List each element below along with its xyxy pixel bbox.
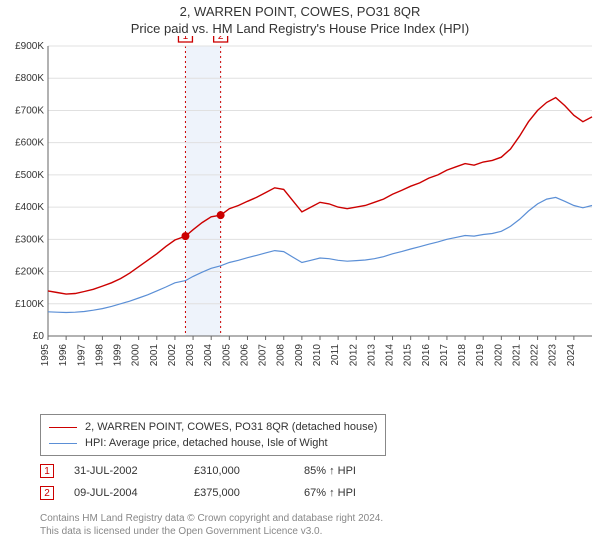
- sale-marker-box: 2: [40, 486, 54, 500]
- svg-text:2021: 2021: [511, 344, 522, 367]
- sale-row: 1 31-JUL-2002£310,00085% ↑ HPI: [40, 460, 424, 482]
- sale-marker-box: 1: [40, 464, 54, 478]
- svg-text:2000: 2000: [131, 344, 142, 367]
- svg-text:2023: 2023: [548, 344, 559, 367]
- svg-text:2007: 2007: [258, 344, 269, 367]
- sale-hpi: 67% ↑ HPI: [304, 487, 424, 499]
- svg-text:2011: 2011: [330, 344, 341, 366]
- svg-text:£200K: £200K: [15, 267, 44, 278]
- sale-row: 2 09-JUL-2004£375,00067% ↑ HPI: [40, 482, 424, 504]
- legend-item: HPI: Average price, detached house, Isle…: [49, 435, 377, 451]
- svg-text:1995: 1995: [40, 344, 51, 367]
- svg-text:£100K: £100K: [15, 299, 44, 310]
- svg-text:£0: £0: [33, 331, 45, 342]
- svg-text:2024: 2024: [566, 344, 577, 367]
- svg-text:2006: 2006: [239, 344, 250, 367]
- svg-text:2010: 2010: [312, 344, 323, 367]
- footer-line-2: This data is licensed under the Open Gov…: [40, 525, 383, 538]
- legend-item: 2, WARREN POINT, COWES, PO31 8QR (detach…: [49, 419, 377, 435]
- chart-titles: 2, WARREN POINT, COWES, PO31 8QR Price p…: [0, 0, 600, 36]
- legend-swatch: [49, 427, 77, 428]
- legend: 2, WARREN POINT, COWES, PO31 8QR (detach…: [40, 414, 386, 456]
- chart-subtitle: Price paid vs. HM Land Registry's House …: [0, 21, 600, 36]
- svg-text:2004: 2004: [203, 344, 214, 367]
- footer-attribution: Contains HM Land Registry data © Crown c…: [40, 512, 383, 538]
- svg-text:2020: 2020: [493, 344, 504, 367]
- legend-label: HPI: Average price, detached house, Isle…: [85, 437, 328, 449]
- svg-text:£900K: £900K: [15, 41, 44, 52]
- chart-title: 2, WARREN POINT, COWES, PO31 8QR: [0, 4, 600, 19]
- svg-text:2015: 2015: [403, 344, 414, 367]
- footer-line-1: Contains HM Land Registry data © Crown c…: [40, 512, 383, 525]
- svg-text:2009: 2009: [294, 344, 305, 367]
- svg-text:2: 2: [218, 36, 224, 42]
- svg-text:2003: 2003: [185, 344, 196, 367]
- svg-text:2013: 2013: [366, 344, 377, 367]
- svg-text:£600K: £600K: [15, 138, 44, 149]
- svg-text:£700K: £700K: [15, 105, 44, 116]
- legend-label: 2, WARREN POINT, COWES, PO31 8QR (detach…: [85, 421, 377, 433]
- svg-text:£400K: £400K: [15, 202, 44, 213]
- svg-text:1: 1: [183, 36, 189, 42]
- svg-text:2005: 2005: [221, 344, 232, 367]
- svg-text:£300K: £300K: [15, 234, 44, 245]
- svg-text:1999: 1999: [113, 344, 124, 367]
- svg-text:2014: 2014: [385, 344, 396, 367]
- sales-table: 1 31-JUL-2002£310,00085% ↑ HPI 2 09-JUL-200…: [40, 460, 424, 504]
- sale-price: £310,000: [194, 465, 304, 477]
- price-chart: 1 2 £0 £100K £200K £300K £400K £500K £600K £700K £…: [0, 36, 600, 396]
- svg-text:2017: 2017: [439, 344, 450, 367]
- svg-text:1998: 1998: [94, 344, 105, 367]
- svg-text:2016: 2016: [421, 344, 432, 367]
- svg-text:2001: 2001: [149, 344, 160, 367]
- svg-text:2022: 2022: [530, 344, 541, 367]
- svg-text:2018: 2018: [457, 344, 468, 367]
- svg-text:1996: 1996: [58, 344, 69, 367]
- sale-price: £375,000: [194, 487, 304, 499]
- svg-text:2019: 2019: [475, 344, 486, 367]
- svg-text:£800K: £800K: [15, 73, 44, 84]
- svg-text:1997: 1997: [76, 344, 87, 367]
- sale-date: 09-JUL-2004: [74, 487, 194, 499]
- svg-text:2008: 2008: [276, 344, 287, 367]
- sale-hpi: 85% ↑ HPI: [304, 465, 424, 477]
- svg-text:2002: 2002: [167, 344, 178, 367]
- legend-swatch: [49, 443, 77, 444]
- svg-text:£500K: £500K: [15, 170, 44, 181]
- sale-date: 31-JUL-2002: [74, 465, 194, 477]
- svg-text:2012: 2012: [348, 344, 359, 367]
